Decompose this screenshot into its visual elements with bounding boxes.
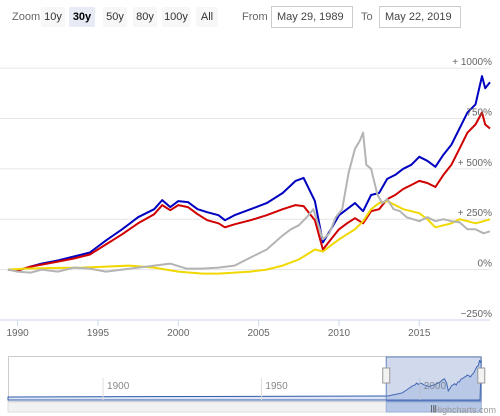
zoom-button-80y[interactable]: 80y [133,7,157,27]
x-tick-label: 1995 [87,328,110,339]
x-tick-label: 2000 [167,328,190,339]
x-tick-label: 1990 [7,328,30,339]
y-tick-label: + 500% [458,158,492,169]
y-tick-label: −250% [461,309,493,320]
y-tick-label: 750% [466,107,492,118]
series-line-1[interactable] [7,75,491,272]
from-date-input[interactable]: May 29, 1989 [271,6,353,28]
navigator-tick-label: 1950 [265,381,288,392]
y-tick-label: 0% [478,259,493,270]
credits-link[interactable]: Highcharts.com [433,405,496,415]
navigator-selected-range[interactable] [385,356,482,402]
x-tick-label: 2005 [248,328,271,339]
navigator-series-area [7,359,482,401]
y-tick-label: + 1000% [452,57,492,68]
from-label: From [242,11,268,23]
navigator-scrollbar-thumb[interactable] [385,401,482,413]
y-tick-label: + 250% [458,208,492,219]
to-date-input[interactable]: May 22, 2019 [379,6,461,28]
x-tick-label: 2010 [328,328,351,339]
range-selector: Zoom 10y 30y 50y 80y 100y All From May 2… [0,0,500,34]
zoom-label: Zoom [12,11,41,23]
navigator-tick-label: 1900 [107,381,130,392]
series-line-3[interactable] [7,200,491,275]
series-line-4[interactable] [7,131,491,274]
navigator-right-handle[interactable] [477,367,486,384]
zoom-button-all[interactable]: All [196,7,218,27]
zoom-button-100y[interactable]: 100y [162,7,190,27]
navigator-tick-label: 2000 [424,381,447,392]
to-label: To [361,11,373,23]
zoom-button-50y[interactable]: 50y [103,7,127,27]
zoom-button-30y[interactable]: 30y [69,7,95,27]
main-chart[interactable]: −250% 0% + 250% + 500% 750% + 1000% 1990 1995 2… [0,0,500,350]
x-tick-label: 2015 [408,328,431,339]
navigator[interactable]: 1900 1950 2000 ||| Highcharts.com [0,350,500,416]
series-line-2[interactable] [7,111,491,272]
scrollbar-grip-icon: ||| [431,404,437,413]
navigator-left-handle[interactable] [382,367,391,384]
zoom-button-10y[interactable]: 10y [41,7,65,27]
